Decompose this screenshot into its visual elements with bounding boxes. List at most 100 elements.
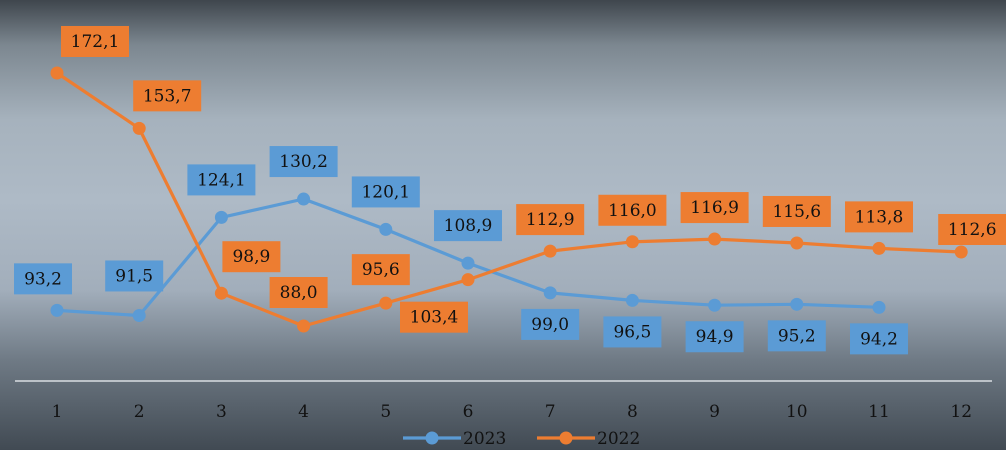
data-label-text: 120,1	[361, 182, 410, 202]
data-point-2022	[708, 232, 722, 246]
legend-label-2022: 2022	[597, 429, 640, 449]
data-label-box	[938, 213, 1006, 245]
data-label-box	[269, 277, 328, 308]
x-tick-label: 5	[380, 402, 391, 422]
data-label-text: 95,6	[362, 260, 400, 280]
data-label-2022: 98,9	[222, 241, 281, 273]
data-label-text: 113,8	[855, 207, 904, 227]
series-line-2022	[56, 71, 962, 328]
data-point-2023	[872, 300, 886, 314]
data-point-2023	[132, 308, 146, 322]
legend-swatch-marker	[425, 431, 439, 445]
data-point-2023	[625, 293, 639, 307]
data-label-box	[521, 308, 580, 340]
data-point-2022	[543, 244, 557, 258]
data-label-box	[14, 263, 72, 295]
data-label-2023: 124,1	[187, 164, 256, 196]
data-label-box	[516, 204, 585, 236]
data-label-2022: 95,6	[351, 254, 410, 286]
data-label-text: 116,9	[690, 198, 739, 218]
data-label-text: 112,9	[526, 210, 575, 230]
data-label-text: 116,0	[608, 201, 657, 221]
x-tick-label: 8	[627, 402, 638, 422]
data-label-text: 98,9	[232, 247, 270, 267]
data-label-text: 153,7	[143, 86, 192, 106]
data-label-box	[845, 201, 913, 233]
x-tick-label: 11	[868, 402, 890, 422]
data-label-box	[762, 195, 831, 227]
data-label-2023: 94,2	[850, 323, 908, 355]
data-point-2023	[790, 297, 804, 311]
data-label-2022: 112,6	[938, 213, 1006, 245]
x-tick-label: 2	[134, 402, 145, 422]
data-label-text: 115,6	[772, 202, 821, 222]
data-label-text: 88,0	[280, 283, 318, 303]
data-label-box	[850, 323, 908, 355]
data-label-text: 94,9	[696, 327, 734, 347]
data-label-2022: 88,0	[269, 277, 328, 308]
data-point-2023	[543, 286, 557, 300]
data-label-text: 172,1	[71, 32, 120, 52]
data-label-text: 130,2	[279, 152, 328, 172]
x-tick-label: 1	[52, 402, 63, 422]
data-point-2023	[214, 210, 228, 224]
data-label-box	[133, 80, 202, 112]
data-point-2022	[297, 319, 311, 333]
data-label-box	[105, 260, 164, 292]
data-point-2023	[461, 256, 475, 270]
data-label-2023: 99,0	[521, 308, 580, 340]
data-point-2022	[872, 241, 886, 255]
data-label-box	[222, 241, 281, 273]
data-point-2022	[50, 66, 64, 80]
data-label-box	[685, 321, 744, 353]
data-label-2023: 96,5	[603, 316, 662, 348]
legend: 2023 2022	[403, 429, 640, 449]
data-point-2023	[297, 192, 311, 206]
data-label-2022: 103,4	[400, 301, 468, 333]
data-label-2023: 91,5	[105, 260, 164, 292]
data-label-text: 91,5	[115, 266, 153, 286]
data-point-2022	[461, 273, 475, 287]
x-tick-label: 12	[950, 402, 972, 422]
x-tick-label: 3	[216, 402, 227, 422]
data-point-2022	[625, 235, 639, 249]
data-point-2023	[708, 298, 722, 312]
data-point-2022	[790, 236, 804, 250]
data-label-2023: 93,2	[14, 263, 72, 295]
data-label-text: 103,4	[410, 308, 459, 328]
data-label-box	[351, 176, 420, 208]
x-tick-label: 9	[709, 402, 720, 422]
data-label-text: 95,2	[778, 326, 816, 346]
data-point-2023	[379, 222, 393, 236]
data-label-box	[680, 192, 749, 224]
data-label-text: 112,6	[948, 220, 997, 240]
data-label-2023: 95,2	[767, 320, 826, 352]
legend-label-2023: 2023	[463, 429, 506, 449]
data-label-2023: 120,1	[351, 176, 420, 208]
data-point-2022	[132, 121, 146, 135]
data-label-2023: 108,9	[434, 210, 502, 242]
data-point-2022	[214, 286, 228, 300]
data-label-text: 108,9	[444, 216, 493, 236]
data-label-2022: 116,9	[680, 192, 749, 224]
x-tick-label: 7	[545, 402, 556, 422]
data-label-2022: 112,9	[516, 204, 585, 236]
data-label-box	[598, 194, 667, 226]
data-point-2022	[379, 296, 393, 310]
data-label-2022: 113,8	[845, 201, 913, 233]
data-label-text: 99,0	[531, 315, 569, 335]
data-label-box	[187, 164, 256, 196]
data-label-box	[434, 210, 502, 242]
data-label-2023: 130,2	[269, 146, 338, 178]
x-tick-label: 10	[786, 402, 808, 422]
data-label-text: 124,1	[197, 170, 246, 190]
data-label-text: 93,2	[24, 269, 62, 289]
data-label-text: 96,5	[613, 322, 651, 342]
data-label-box	[400, 301, 468, 333]
data-point-2023	[50, 303, 64, 317]
data-label-text: 94,2	[860, 329, 898, 349]
data-label-2022: 172,1	[61, 26, 129, 57]
data-point-2022	[954, 245, 968, 259]
